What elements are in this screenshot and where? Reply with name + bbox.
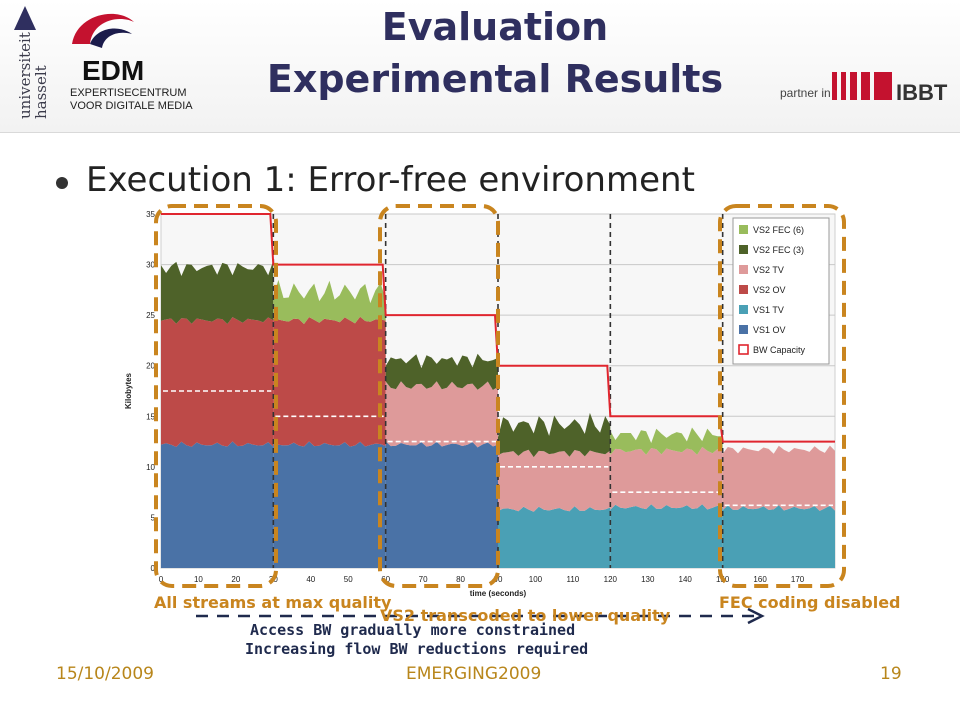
bullet-icon <box>56 177 68 189</box>
area-vs2_tv <box>498 449 611 512</box>
edm-subtitle: EXPERTISECENTRUM VOOR DIGITALE MEDIA <box>70 87 193 113</box>
y-tick-label: 30 <box>146 261 155 270</box>
footer-date: 15/10/2009 <box>56 664 154 684</box>
legend-swatch <box>739 325 748 334</box>
legend-label: VS2 OV <box>753 285 786 295</box>
university-triangle-icon <box>14 6 36 30</box>
legend-label: VS2 FEC (3) <box>753 245 804 255</box>
x-tick-label: 120 <box>604 575 618 584</box>
area-vs1_tv <box>722 505 835 568</box>
x-tick-label: 40 <box>306 575 315 584</box>
y-tick-label: 20 <box>146 362 155 371</box>
highlight-box <box>378 204 500 588</box>
edm-subtitle-line2: VOOR DIGITALE MEDIA <box>70 100 193 112</box>
area-vs2_tv <box>722 445 835 511</box>
footer-page-number: 19 <box>880 664 902 684</box>
legend-box <box>732 217 830 365</box>
area-vs2_fec6 <box>610 427 723 455</box>
ibbt-bars-icon <box>832 72 892 100</box>
edm-swoosh-icon <box>72 13 134 48</box>
area-vs1_ov <box>273 441 386 568</box>
slide-title-line2: Experimental Results <box>266 57 724 101</box>
ibbt-wordmark: IBBT <box>896 80 948 105</box>
y-tick-label: 35 <box>146 210 155 219</box>
x-tick-label: 130 <box>641 575 655 584</box>
x-tick-label: 150 <box>716 575 730 584</box>
area-vs2_fec3 <box>385 353 498 390</box>
legend-label: VS1 OV <box>753 325 786 335</box>
legend-label: VS2 TV <box>753 265 784 275</box>
y-tick-label: 10 <box>146 463 155 472</box>
x-tick-label: 170 <box>791 575 805 584</box>
area-vs2_ov <box>273 316 386 447</box>
area-vs2_fec3 <box>498 412 611 458</box>
x-tick-label: 140 <box>679 575 693 584</box>
slide-header: universiteit hasselt EDM EXPERTISECENTRU… <box>0 0 960 133</box>
annotation-access-bw: Access BW gradually more constrained <box>250 621 576 639</box>
x-tick-label: 20 <box>231 575 240 584</box>
legend-swatch <box>739 305 748 314</box>
area-vs2_tv <box>610 446 723 510</box>
area-vs1_tv <box>610 504 723 568</box>
x-tick-label: 0 <box>159 575 164 584</box>
area-vs1_ov <box>161 441 274 568</box>
y-tick-label: 0 <box>151 564 156 573</box>
area-vs2_fec6 <box>273 279 386 324</box>
area-vs1_tv <box>498 506 611 568</box>
area-vs2_fec3 <box>161 260 274 324</box>
annotation-increasing-flow: Increasing flow BW reductions required <box>245 640 589 658</box>
slide-title-line1: Evaluation <box>381 5 609 49</box>
x-tick-label: 80 <box>456 575 465 584</box>
legend-label: BW Capacity <box>753 345 806 355</box>
x-tick-label: 70 <box>419 575 428 584</box>
area-vs2_ov <box>161 317 274 447</box>
x-tick-label: 110 <box>567 575 580 584</box>
university-text: universiteit hasselt <box>16 32 50 119</box>
area-vs2_tv <box>385 381 498 448</box>
legend-swatch <box>739 225 748 234</box>
legend-swatch <box>738 344 749 355</box>
x-tick-label: 30 <box>269 575 278 584</box>
annotation-fec-disabled: FEC coding disabled <box>719 593 901 612</box>
bw-capacity-line <box>161 213 835 443</box>
footer-event: EMERGING2009 <box>406 664 542 684</box>
legend-swatch <box>739 265 748 274</box>
x-tick-label: 50 <box>344 575 353 584</box>
y-axis-label: Kilobytes <box>124 372 133 409</box>
y-tick-label: 5 <box>151 513 156 522</box>
legend-swatch <box>739 285 748 294</box>
x-tick-label: 60 <box>381 575 390 584</box>
legend-swatch <box>739 245 748 254</box>
y-tick-label: 15 <box>146 412 155 421</box>
area-vs1_ov <box>385 441 498 568</box>
legend-label: VS2 FEC (6) <box>753 225 804 235</box>
x-tick-label: 100 <box>529 575 543 584</box>
x-tick-label: 160 <box>753 575 767 584</box>
x-axis-label: time (seconds) <box>470 589 527 598</box>
edm-subtitle-line1: EXPERTISECENTRUM <box>70 87 187 99</box>
highlight-box <box>718 204 846 588</box>
y-tick-label: 25 <box>146 311 155 320</box>
legend-label: VS1 TV <box>753 305 784 315</box>
highlight-box <box>154 204 278 588</box>
x-tick-label: 90 <box>494 575 503 584</box>
annotation-vs2-transcoded: VS2 transcoded to lower quality <box>380 606 671 625</box>
edm-wordmark: EDM <box>82 55 145 86</box>
partner-label: partner in <box>780 86 831 100</box>
bullet-text: Execution 1: Error-free environment <box>86 160 695 200</box>
plot-area <box>160 213 836 569</box>
x-tick-label: 10 <box>194 575 203 584</box>
annotation-all-streams: All streams at max quality <box>154 593 392 612</box>
